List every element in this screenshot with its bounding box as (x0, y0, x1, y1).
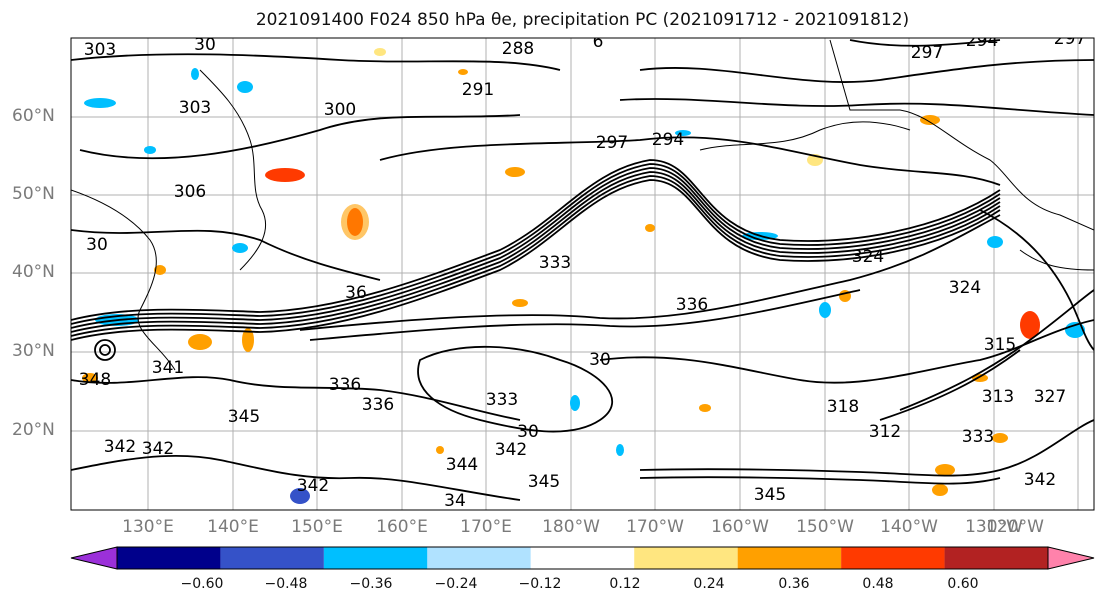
contour-label: 333 (486, 390, 518, 410)
contour-label: 297 (1054, 29, 1086, 49)
contour-label: 318 (827, 397, 859, 417)
lon-label-150e: 150°E (291, 517, 343, 537)
colorbar-tick-label: −0.60 (180, 576, 224, 592)
colorbar-segment (117, 547, 221, 569)
contour-label: 336 (362, 395, 394, 415)
contour-label: 297 (911, 43, 943, 63)
contour-label: 34 (444, 491, 466, 511)
lon-label-170w: 170°W (626, 517, 684, 537)
contour-label: 348 (79, 370, 111, 390)
plot-title: 2021091400 F024 850 hPa θe, precipitatio… (255, 10, 910, 30)
colorbar-extend-low (70, 546, 118, 570)
theta-e-contours (71, 39, 1094, 501)
contour-label: 342 (142, 439, 174, 459)
map-frame (70, 37, 1095, 511)
colorbar-tick-label: 0.48 (862, 576, 894, 592)
lon-label-130e: 130°E (122, 517, 174, 537)
contour-label: 36 (345, 283, 367, 303)
lat-label-50n: 50°N (12, 184, 55, 204)
map-plot: 303 30 288 6 297 294 297 303 300 291 297 294 306 30 32… (70, 29, 1095, 511)
lon-label-130w: 130°W (965, 517, 1023, 537)
contour-labels: 303 30 288 6 297 294 297 303 300 291 297 294 306 30 32… (79, 29, 1086, 511)
contour-label: 303 (179, 98, 211, 118)
colorbar-segment (220, 547, 324, 569)
contour-label: 6 (593, 32, 604, 52)
contour-label: 313 (982, 387, 1014, 407)
colorbar-segment (841, 547, 945, 569)
contour-label: 306 (174, 182, 206, 202)
colorbar-segment (323, 547, 428, 569)
contour-label: 30 (86, 235, 108, 255)
contour-label: 312 (869, 422, 901, 442)
contour-label: 345 (528, 472, 560, 492)
contour-label: 288 (502, 39, 534, 59)
lon-label-120w: 120°W (986, 517, 1044, 537)
lon-label-170e: 170°E (460, 517, 512, 537)
lon-label-150w: 150°W (796, 517, 854, 537)
contour-label: 30 (589, 350, 611, 370)
lat-label-40n: 40°N (12, 262, 55, 282)
colorbar-tick-label: −0.36 (349, 576, 393, 592)
colorbar-extend-high (1047, 546, 1095, 570)
contour-label: 30 (194, 35, 216, 55)
contour-label: 341 (152, 358, 184, 378)
colorbar-tick-label: 0.36 (778, 576, 810, 592)
contour-label: 333 (962, 427, 994, 447)
lon-label-140e: 140°E (207, 517, 259, 537)
contour-label: 342 (495, 440, 527, 460)
contour-label: 294 (966, 31, 998, 51)
lon-label-140w: 140°W (880, 517, 938, 537)
gridlines (71, 38, 1094, 510)
contour-label: 324 (852, 247, 884, 267)
contour-label: 327 (1034, 387, 1066, 407)
contour-label: 342 (104, 437, 136, 457)
lat-label-20n: 20°N (12, 420, 55, 440)
colorbar-tick-label: 0.24 (693, 576, 725, 592)
contour-label: 315 (984, 335, 1016, 355)
colorbar-segment (634, 547, 738, 569)
contour-label: 294 (652, 130, 684, 150)
contour-label: 336 (676, 295, 708, 315)
colorbar-tick-label: −0.24 (434, 576, 478, 592)
colorbar-tick-label: 0.60 (947, 576, 979, 592)
contour-label: 345 (228, 407, 260, 427)
lat-label-30n: 30°N (12, 341, 55, 361)
map-background (71, 38, 1094, 510)
contour-label: 297 (596, 133, 628, 153)
lat-label-60n: 60°N (12, 106, 55, 126)
colorbar-tick-label: −0.48 (264, 576, 308, 592)
colorbar-segment (427, 547, 531, 569)
coastlines (71, 39, 1094, 371)
colorbar-tick-label: −0.12 (518, 576, 562, 592)
contour-label: 300 (324, 100, 356, 120)
colorbar-segment (737, 547, 842, 569)
contour-label: 336 (329, 375, 361, 395)
precipitation-shading (82, 48, 1085, 504)
contour-label: 303 (84, 40, 116, 60)
contour-label: 30 (517, 422, 539, 442)
contour-label: 344 (446, 455, 478, 475)
colorbar-segment (530, 547, 635, 569)
contour-label: 324 (949, 278, 981, 298)
colorbar (70, 546, 1095, 570)
lon-label-180w: 180°W (542, 517, 600, 537)
lon-label-160e: 160°E (376, 517, 428, 537)
colorbar-segment (944, 547, 1048, 569)
contour-label: 291 (462, 80, 494, 100)
colorbar-tick-label: 0.12 (609, 576, 641, 592)
contour-label: 333 (539, 253, 571, 273)
colorbar-frame (116, 546, 1049, 570)
contour-label: 342 (1024, 470, 1056, 490)
contour-label: 345 (754, 485, 786, 505)
lon-label-160w: 160°W (711, 517, 769, 537)
contour-label: 342 (297, 476, 329, 496)
